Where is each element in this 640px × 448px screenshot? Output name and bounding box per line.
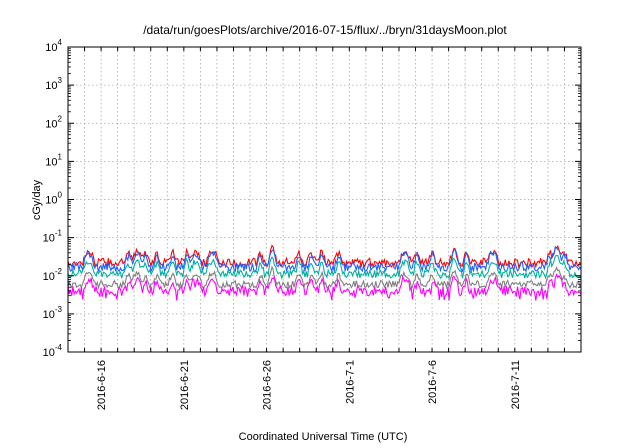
y-tick-labels: 10-4 10-3 10-2 10-1 100 101 102 103 104 bbox=[43, 38, 63, 359]
y-tick-label: 10-3 bbox=[43, 305, 63, 321]
x-tick-label: 2016-7-6 bbox=[427, 360, 439, 404]
y-tick-label: 103 bbox=[45, 76, 62, 92]
y-tick-label: 104 bbox=[45, 38, 62, 54]
y-tick-label: 10-1 bbox=[43, 229, 63, 245]
axes bbox=[67, 46, 582, 353]
y-tick-label: 10-4 bbox=[43, 343, 63, 359]
x-tick-label: 2016-6-26 bbox=[262, 360, 274, 410]
y-tick-label: 102 bbox=[45, 114, 62, 130]
y-tick-label: 10-2 bbox=[43, 267, 63, 283]
series-line-5 bbox=[67, 273, 582, 301]
series-line-3 bbox=[67, 254, 582, 280]
x-tick-label: 2016-7-1 bbox=[344, 360, 356, 404]
series-layer bbox=[67, 244, 582, 301]
x-axis-label: Coordinated Universal Time (UTC) bbox=[239, 431, 408, 443]
y-tick-label: 101 bbox=[45, 152, 62, 168]
x-tick-labels: 2016-6-16 2016-6-21 2016-6-26 2016-7-1 2016-… bbox=[96, 360, 522, 410]
x-tick-label: 2016-7-11 bbox=[510, 360, 522, 409]
series-line-4 bbox=[67, 265, 582, 290]
grid bbox=[68, 47, 581, 352]
series-line-2 bbox=[67, 245, 582, 274]
chart-title: /data/run/goesPlots/archive/2016-07-15/f… bbox=[143, 23, 507, 37]
x-tick-label: 2016-6-16 bbox=[96, 360, 108, 410]
y-tick-label: 100 bbox=[45, 191, 62, 207]
y-axis-label: cGy/day bbox=[31, 179, 43, 220]
plot-frame bbox=[67, 46, 582, 353]
x-tick-label: 2016-6-21 bbox=[179, 360, 191, 410]
